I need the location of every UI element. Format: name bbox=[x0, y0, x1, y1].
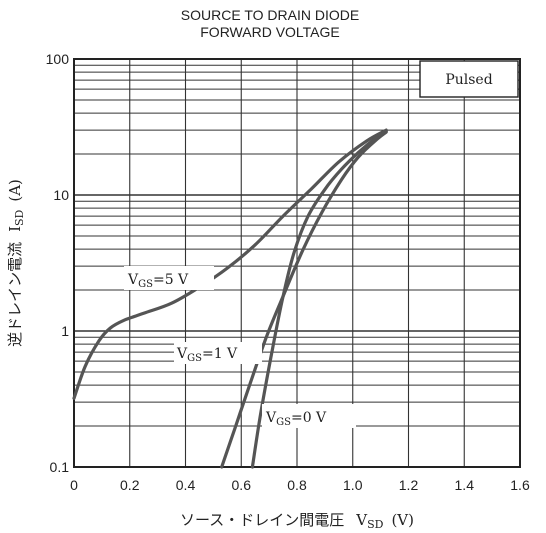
series-line-vgs1v bbox=[220, 130, 388, 469]
x-tick-label: 0.6 bbox=[232, 477, 252, 493]
series-label-vgs0: VGS=0 V bbox=[262, 404, 356, 428]
y-tick-label: 100 bbox=[46, 51, 70, 67]
x-tick-label: 0.8 bbox=[287, 477, 307, 493]
svg-text:VGS=0 V: VGS=0 V bbox=[265, 410, 327, 428]
y-axis-label: 逆ドレイン電流ISD(A) bbox=[6, 179, 26, 347]
x-tick-label: 1.6 bbox=[510, 477, 530, 493]
x-tick-label: 1.0 bbox=[343, 477, 363, 493]
y-tick-label: 0.1 bbox=[50, 459, 70, 475]
x-tick-label: 0.2 bbox=[120, 477, 140, 493]
x-tick-label: 1.4 bbox=[455, 477, 475, 493]
y-tick-label: 1 bbox=[61, 323, 69, 339]
x-tick-label: 1.2 bbox=[399, 477, 419, 493]
annotation-box bbox=[419, 60, 519, 98]
y-axis: 0.1 1 10 100 bbox=[46, 51, 70, 475]
series-label-vgs1: VGS=1 V bbox=[174, 342, 262, 364]
series-label-vgs5: VGS=5 V bbox=[124, 266, 214, 290]
chart-subtitle: FORWARD VOLTAGE bbox=[200, 24, 340, 40]
x-tick-label: 0.4 bbox=[176, 477, 196, 493]
chart-title: SOURCE TO DRAIN DIODE bbox=[181, 7, 359, 23]
x-tick-label: 0 bbox=[70, 477, 78, 493]
plot-frame bbox=[73, 58, 521, 468]
svg-text:VGS=1 V: VGS=1 V bbox=[176, 346, 238, 364]
series-line-vgs0v bbox=[250, 129, 388, 469]
pulsed-annotation: Pulsed bbox=[445, 72, 492, 88]
x-axis-label: ソース・ドレイン間電圧 VSD (V) bbox=[180, 511, 414, 531]
svg-text:VGS=5 V: VGS=5 V bbox=[127, 272, 189, 290]
y-tick-label: 10 bbox=[53, 187, 69, 203]
x-axis: 0 0.2 0.4 0.6 0.8 1.0 1.2 1.4 1.6 bbox=[70, 477, 530, 493]
